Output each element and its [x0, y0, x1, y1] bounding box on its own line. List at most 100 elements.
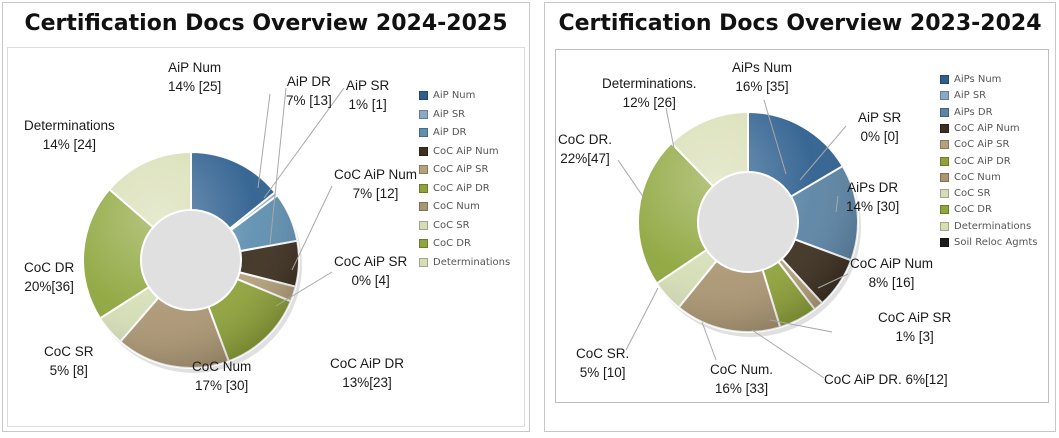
legend-item: CoC AiP DR [419, 183, 490, 195]
legend-item: Determinations [419, 257, 510, 269]
legend-label: CoC DR [433, 238, 471, 249]
legend-item: AiP DR [419, 127, 466, 139]
legend-swatch [940, 189, 949, 199]
data-label-name: CoC Num [192, 359, 252, 374]
data-label-value: 7% [12] [352, 186, 399, 201]
data-label-name: CoC SR [44, 344, 94, 359]
legend-swatch [940, 75, 949, 84]
data-label-coc-dr: CoC DR. 22%[47] [558, 130, 612, 168]
legend-item: Soil Reloc Agmts [940, 237, 1038, 249]
legend-item: AiP SR [940, 90, 986, 102]
data-label-value: 7% [13] [286, 93, 332, 108]
legend-label: CoC SR [954, 188, 991, 200]
leader-line [763, 99, 787, 175]
data-label-determinations: Determinations. 12% [26] [602, 74, 697, 112]
data-label-aip-num: AiP Num 14% [25] [168, 58, 221, 96]
legend-label: CoC AiP DR [954, 155, 1011, 167]
data-label-name: CoC DR. [558, 132, 613, 147]
data-label-determinations: Determinations 14% [24] [24, 116, 115, 154]
data-label-name: CoC SR. [576, 346, 630, 361]
leader-line [625, 287, 659, 351]
chart-title: Certification Docs Overview 2023-2024 [558, 11, 1042, 36]
data-label-aips-dr: AiPs DR 14% [30] [846, 178, 899, 216]
legend-item: CoC AiP SR [940, 139, 1009, 151]
data-label-value: 13%[23] [342, 375, 392, 390]
data-label-coc-aip-num: CoC AiP Num 8% [16] [850, 254, 933, 292]
leader-line [799, 125, 847, 181]
legend-item: CoC DR [940, 204, 992, 216]
data-label-name: CoC AiP Num [334, 167, 418, 182]
legend-label: Determinations [954, 220, 1032, 232]
data-label-name: AiP SR [858, 110, 902, 125]
data-label-value: 5% [10] [579, 365, 626, 380]
legend-swatch [940, 107, 949, 117]
data-label-value: 0% [4] [351, 273, 390, 288]
leader-line [701, 321, 717, 361]
data-label-coc-aip-dr: CoC AiP DR 13%[23] [330, 354, 404, 392]
data-label-value: 5% [8] [49, 363, 88, 378]
legend-swatch [940, 91, 949, 101]
legend-item: AiP Num [419, 90, 475, 102]
data-label-name: Determinations. [602, 76, 697, 91]
chart-panel-2024-2025: Certification Docs Overview 2024-2025 Ai… [2, 2, 530, 432]
data-label-value: 16% [35] [735, 79, 789, 94]
legend-label: Determinations [433, 256, 511, 268]
legend-label: CoC Num [954, 171, 1001, 183]
data-label-value: 1% [1] [348, 97, 387, 112]
data-label-name: Determinations [24, 118, 115, 133]
legend-item: CoC SR [940, 188, 991, 200]
legend-label: AiP SR [954, 90, 987, 102]
data-label-name: CoC DR [24, 260, 75, 275]
legend-item: CoC AiP SR [419, 164, 488, 176]
chart-title: Certification Docs Overview 2024-2025 [24, 11, 508, 36]
data-label-name: AiPs DR [847, 180, 899, 195]
legend-swatch [419, 146, 428, 156]
leader-line [269, 87, 287, 245]
data-label-value: 0% [0] [860, 129, 899, 144]
legend-swatch [419, 239, 428, 248]
legend-label: AiP Num [433, 90, 476, 101]
data-label-coc-sr: CoC SR 5% [8] [44, 342, 94, 380]
data-label-name: AiPs Num [732, 60, 793, 75]
data-label-aips-num: AiPs Num 16% [35] [732, 58, 792, 96]
legend-swatch [940, 140, 949, 150]
legend-label: Soil Reloc Agmts [954, 237, 1038, 248]
data-label-name: AiP SR [346, 78, 390, 93]
legend-label: AiPs Num [954, 74, 1002, 85]
legend-swatch [940, 205, 949, 215]
legend-swatch [940, 238, 949, 247]
leader-line [617, 159, 645, 199]
data-label-coc-num: CoC Num. 16% [33] [710, 360, 773, 398]
legend-item: CoC AiP DR [940, 156, 1011, 168]
legend-label: CoC Num [433, 201, 480, 212]
legend-label: CoC AiP SR [433, 164, 489, 175]
data-label-coc-num: CoC Num 17% [30] [192, 357, 251, 395]
data-label-coc-sr: CoC SR. 5% [10] [576, 344, 629, 382]
leader-line [817, 273, 849, 289]
legend-swatch [940, 172, 949, 182]
legend-swatch [940, 221, 949, 231]
leader-line [665, 107, 675, 149]
leader-line [751, 329, 825, 379]
data-label-aip-sr: AiP SR 0% [0] [858, 108, 901, 146]
legend-swatch [419, 128, 428, 137]
legend-swatch [419, 257, 428, 267]
data-label-coc-aip-dr: CoC AiP DR. 6%[12] [824, 370, 948, 389]
legend-label: CoC AiP SR [954, 139, 1010, 151]
data-label-value: 14% [24] [42, 137, 97, 152]
legend-swatch [940, 156, 949, 166]
data-label-name: CoC Num. [710, 362, 774, 377]
data-label-value: 20%[36] [24, 279, 74, 294]
legend-label: CoC AiP Num [954, 122, 1020, 134]
data-label-name: CoC AiP DR [330, 356, 405, 371]
legend-swatch [419, 183, 428, 193]
data-label-value: 16% [33] [714, 381, 769, 396]
data-label-value: 17% [30] [194, 378, 249, 393]
data-label-value: 6%[12] [905, 372, 948, 387]
plot-area: AiPs Num AiP SR AiPs DR CoC AiP Num CoC AiP … [555, 49, 1049, 403]
legend-item: Determinations [940, 221, 1031, 233]
data-label-value: 8% [16] [868, 275, 915, 290]
leader-line [275, 271, 333, 307]
data-label-coc-aip-num: CoC AiP Num 7% [12] [334, 165, 417, 203]
legend-item: CoC AiP Num [419, 146, 499, 158]
